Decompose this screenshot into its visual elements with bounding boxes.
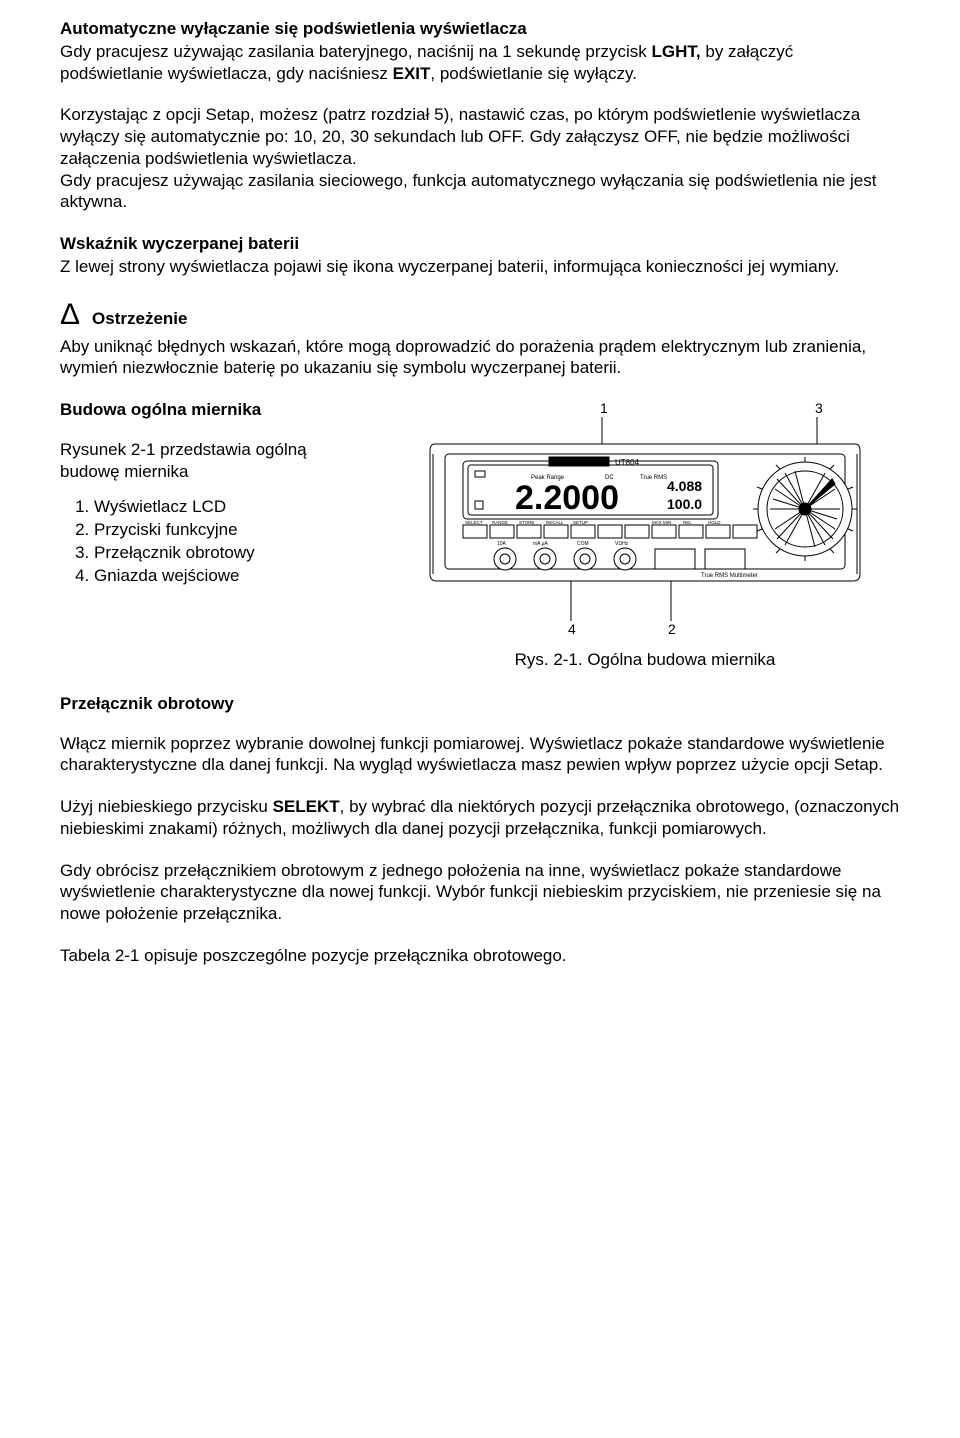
right-column: 1 3 4 2 (390, 399, 900, 671)
svg-text:SELECT: SELECT (465, 520, 483, 525)
model-label: UT804 (615, 458, 640, 467)
figure-intro: Rysunek 2-1 przedstawia ogólną budowę mi… (60, 439, 370, 483)
callout-4: 4 (568, 621, 576, 637)
warning-heading: Δ Ostrzeżenie (60, 300, 900, 330)
svg-text:mA μA: mA μA (533, 541, 548, 547)
section-paragraph: Włącz miernik poprzez wybranie dowolnej … (60, 733, 900, 777)
list-item: Przełącznik obrotowy (94, 542, 370, 564)
lcd-main: 2.2000 (515, 479, 619, 517)
section-title-build: Budowa ogólna miernika (60, 399, 370, 421)
svg-text:VΩHz: VΩHz (615, 541, 629, 547)
component-list: Wyświetlacz LCD Przyciski funkcyjne Prze… (60, 496, 370, 586)
warning-label: Ostrzeżenie (92, 308, 187, 330)
list-item: Wyświetlacz LCD (94, 496, 370, 518)
callout-1: 1 (600, 400, 608, 416)
svg-text:RECALL: RECALL (546, 520, 564, 525)
key-exit: EXIT (393, 64, 431, 83)
svg-text:RANGE: RANGE (492, 520, 508, 525)
left-column: Budowa ogólna miernika Rysunek 2-1 przed… (60, 399, 370, 587)
callout-2: 2 (668, 621, 676, 637)
section-title-backlight: Automatyczne wyłączanie się podświetleni… (60, 18, 900, 40)
section-title-battery: Wskaźnik wyczerpanej baterii (60, 233, 900, 255)
section-paragraph: Gdy pracujesz używając zasilania bateryj… (60, 41, 900, 85)
section-paragraph: Tabela 2-1 opisuje poszczególne pozycje … (60, 945, 900, 967)
section-paragraph: Korzystając z opcji Setap, możesz (patrz… (60, 104, 900, 169)
callout-3: 3 (815, 400, 823, 416)
svg-text:True RMS Multimeter: True RMS Multimeter (701, 573, 758, 579)
svg-text:10A: 10A (497, 541, 507, 547)
svg-text:True RMS: True RMS (640, 475, 667, 481)
two-column-layout: Budowa ogólna miernika Rysunek 2-1 przed… (60, 399, 900, 671)
list-item: Przyciski funkcyjne (94, 519, 370, 541)
lcd-sub1: 4.088 (667, 478, 702, 494)
svg-text:HOLD: HOLD (708, 520, 721, 525)
warning-paragraph: Aby uniknąć błędnych wskazań, które mogą… (60, 336, 900, 380)
svg-text:COM: COM (577, 541, 589, 547)
section-paragraph: Użyj niebieskiego przycisku SELEKT, by w… (60, 796, 900, 840)
section-paragraph: Gdy obrócisz przełącznikiem obrotowym z … (60, 860, 900, 925)
section-paragraph: Z lewej strony wyświetlacza pojawi się i… (60, 256, 900, 278)
warning-icon: Δ (60, 300, 80, 330)
svg-text:REL: REL (683, 520, 692, 525)
document-page: Automatyczne wyłączanie się podświetleni… (0, 0, 960, 1438)
key-lght: LGHT, (652, 42, 701, 61)
svg-text:STORE: STORE (519, 520, 534, 525)
svg-text:MAX MIN: MAX MIN (652, 520, 671, 525)
svg-text:SETUP: SETUP (573, 520, 588, 525)
section-title-rotary: Przełącznik obrotowy (60, 693, 900, 715)
text: , podświetlanie się wyłączy. (430, 64, 637, 83)
section-paragraph: Gdy pracujesz używając zasilania sieciow… (60, 170, 900, 214)
text: Gdy pracujesz używając zasilania bateryj… (60, 42, 652, 61)
figure-caption: Rys. 2-1. Ogólna budowa miernika (390, 649, 900, 671)
list-item: Gniazda wejściowe (94, 565, 370, 587)
lcd-sub2: 100.0 (667, 496, 702, 512)
text: Użyj niebieskiego przycisku (60, 797, 273, 816)
meter-figure: 1 3 4 2 (405, 399, 885, 639)
key-selekt: SELEKT (273, 797, 340, 816)
